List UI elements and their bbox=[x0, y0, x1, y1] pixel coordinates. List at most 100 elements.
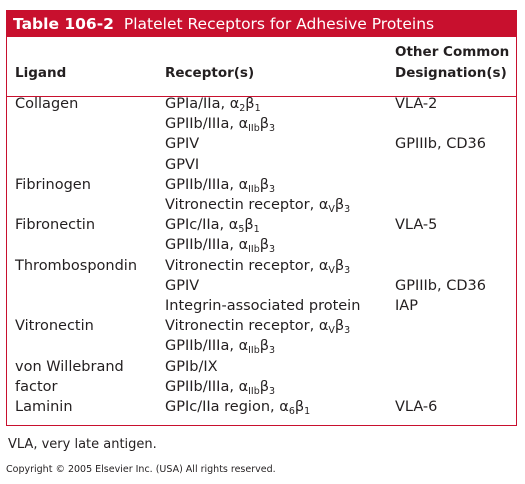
alpha-subscript: 6 bbox=[288, 406, 295, 417]
alpha-symbol: α bbox=[228, 217, 239, 234]
receptor-name: GPIIb/IIIa, bbox=[165, 176, 239, 193]
ligand-cell: Thrombospondin bbox=[15, 257, 138, 274]
alpha-symbol: α bbox=[279, 399, 289, 415]
copyright-notice: Copyright © 2005 Elsevier Inc. (USA) All… bbox=[6, 464, 276, 475]
table-number: Table 106-2 bbox=[13, 15, 114, 33]
receptor-cell: GPIIb/IIIa, αIIbβ3 bbox=[165, 336, 275, 361]
beta-symbol: β bbox=[259, 237, 270, 254]
beta-symbol: β bbox=[244, 217, 254, 234]
alpha-subscript: V bbox=[328, 204, 335, 215]
beta-symbol: β bbox=[334, 257, 345, 274]
beta-symbol: β bbox=[245, 96, 255, 112]
receptor-name: Integrin-associated protein bbox=[165, 298, 361, 314]
alpha-symbol: α bbox=[238, 116, 249, 133]
ligand-cell: Collagen bbox=[15, 96, 79, 112]
alpha-symbol: α bbox=[318, 197, 329, 213]
receptor-cell: GPIIb/IIIa, αIIbβ3 bbox=[165, 175, 275, 200]
header-other-line2: Designation(s) bbox=[395, 65, 507, 81]
receptor-name: Vitronectin receptor, bbox=[165, 197, 319, 213]
alpha-subscript: IIb bbox=[248, 123, 260, 135]
alpha-symbol: α bbox=[229, 96, 240, 112]
receptor-name: GPIIb/IIIa, bbox=[165, 237, 239, 254]
receptor-name: Vitronectin receptor, bbox=[165, 318, 319, 335]
ligand-cell: von Willebrand bbox=[15, 358, 124, 375]
alpha-subscript: 5 bbox=[238, 224, 245, 236]
beta-symbol: β bbox=[259, 176, 270, 193]
table-title: Platelet Receptors for Adhesive Proteins bbox=[123, 15, 435, 33]
beta-subscript: 3 bbox=[269, 123, 276, 135]
receptor-cell: GPIa/IIa, α2β1 bbox=[165, 94, 261, 119]
other-designation-cell: VLA-6 bbox=[395, 399, 438, 415]
receptor-cell: GPIc/IIa, α5β1 bbox=[165, 215, 260, 240]
ligand-cell: Vitronectin bbox=[15, 318, 94, 335]
beta-subscript: 3 bbox=[344, 264, 351, 276]
alpha-subscript: IIb bbox=[248, 345, 260, 357]
receptor-name: GPIV bbox=[165, 136, 200, 153]
other-designation-cell: IAP bbox=[395, 298, 418, 314]
alpha-subscript: V bbox=[328, 264, 335, 276]
ligand-cell: Fibrinogen bbox=[15, 176, 91, 193]
receptor-name: GPIV bbox=[165, 277, 200, 294]
receptor-cell: Integrin-associated protein bbox=[165, 296, 360, 316]
alpha-symbol: α bbox=[238, 237, 249, 254]
receptor-cell: Vitronectin receptor, αVβ3 bbox=[165, 316, 350, 341]
table-frame: Table 106-2 Platelet Receptors for Adhes… bbox=[6, 10, 517, 426]
receptor-cell: Vitronectin receptor, αVβ3 bbox=[165, 256, 350, 281]
alpha-subscript: V bbox=[328, 325, 335, 337]
other-designation-cell: VLA-5 bbox=[395, 217, 438, 234]
other-designation-cell: GPIIIb, CD36 bbox=[395, 136, 486, 153]
alpha-subscript: IIb bbox=[248, 244, 260, 256]
alpha-symbol: α bbox=[318, 318, 329, 335]
beta-subscript: 1 bbox=[304, 406, 311, 417]
header-ligand: Ligand bbox=[15, 65, 67, 81]
receptor-cell: GPVI bbox=[165, 155, 199, 175]
receptor-cell: GPIV bbox=[165, 276, 199, 296]
beta-subscript: 3 bbox=[269, 183, 276, 195]
alpha-subscript: IIb bbox=[248, 385, 260, 397]
alpha-symbol: α bbox=[238, 176, 249, 193]
alpha-subscript: IIb bbox=[248, 183, 260, 195]
alpha-symbol: α bbox=[238, 378, 249, 395]
beta-subscript: 1 bbox=[254, 103, 261, 114]
beta-symbol: β bbox=[259, 338, 270, 355]
beta-subscript: 3 bbox=[269, 345, 276, 357]
receptor-cell: GPIIb/IIIa, αIIbβ3 bbox=[165, 235, 275, 260]
beta-subscript: 3 bbox=[344, 204, 351, 215]
receptor-cell: GPIb/IX bbox=[165, 357, 218, 377]
alpha-subscript: 2 bbox=[239, 103, 246, 114]
other-designation-cell: GPIIIb, CD36 bbox=[395, 277, 486, 294]
footnote: VLA, very late antigen. bbox=[8, 437, 157, 452]
receptor-cell: GPIV bbox=[165, 134, 199, 154]
receptor-name: GPIIb/IIIa, bbox=[165, 338, 239, 355]
receptor-name: GPVI bbox=[165, 156, 200, 173]
alpha-symbol: α bbox=[318, 257, 329, 274]
receptor-cell: GPIIb/IIIa, αIIbβ3 bbox=[165, 114, 275, 139]
beta-symbol: β bbox=[294, 399, 305, 415]
header-rule bbox=[7, 96, 516, 97]
receptor-name: GPIc/IIa region, bbox=[165, 399, 280, 415]
receptor-name: Vitronectin receptor, bbox=[165, 257, 319, 274]
receptor-cell: GPIc/IIa region, α6β1 bbox=[165, 397, 310, 422]
table-title-bar: Table 106-2 Platelet Receptors for Adhes… bbox=[7, 11, 516, 37]
other-designation-cell: VLA-2 bbox=[395, 96, 438, 112]
beta-subscript: 3 bbox=[269, 244, 276, 256]
beta-subscript: 3 bbox=[344, 325, 351, 337]
beta-symbol: β bbox=[259, 116, 270, 133]
beta-symbol: β bbox=[259, 378, 270, 395]
receptor-cell: GPIIb/IIIa, αIIbβ3 bbox=[165, 377, 275, 402]
receptor-name: GPIIb/IIIa, bbox=[165, 116, 239, 133]
beta-subscript: 3 bbox=[269, 385, 276, 397]
receptor-name: GPIc/IIa, bbox=[165, 217, 229, 234]
header-receptor: Receptor(s) bbox=[165, 65, 255, 81]
receptor-name: GPIIb/IIIa, bbox=[165, 378, 239, 395]
beta-symbol: β bbox=[334, 197, 345, 213]
beta-subscript: 1 bbox=[253, 224, 260, 236]
receptor-name: GPIb/IX bbox=[165, 358, 218, 375]
ligand-cell: Fibronectin bbox=[15, 217, 96, 234]
beta-symbol: β bbox=[334, 318, 345, 335]
receptor-name: GPIa/IIa, bbox=[165, 96, 230, 112]
alpha-symbol: α bbox=[238, 338, 249, 355]
receptor-cell: Vitronectin receptor, αVβ3 bbox=[165, 195, 350, 220]
header-other-line1: Other Common bbox=[395, 44, 510, 60]
ligand-cell: Laminin bbox=[15, 399, 73, 415]
